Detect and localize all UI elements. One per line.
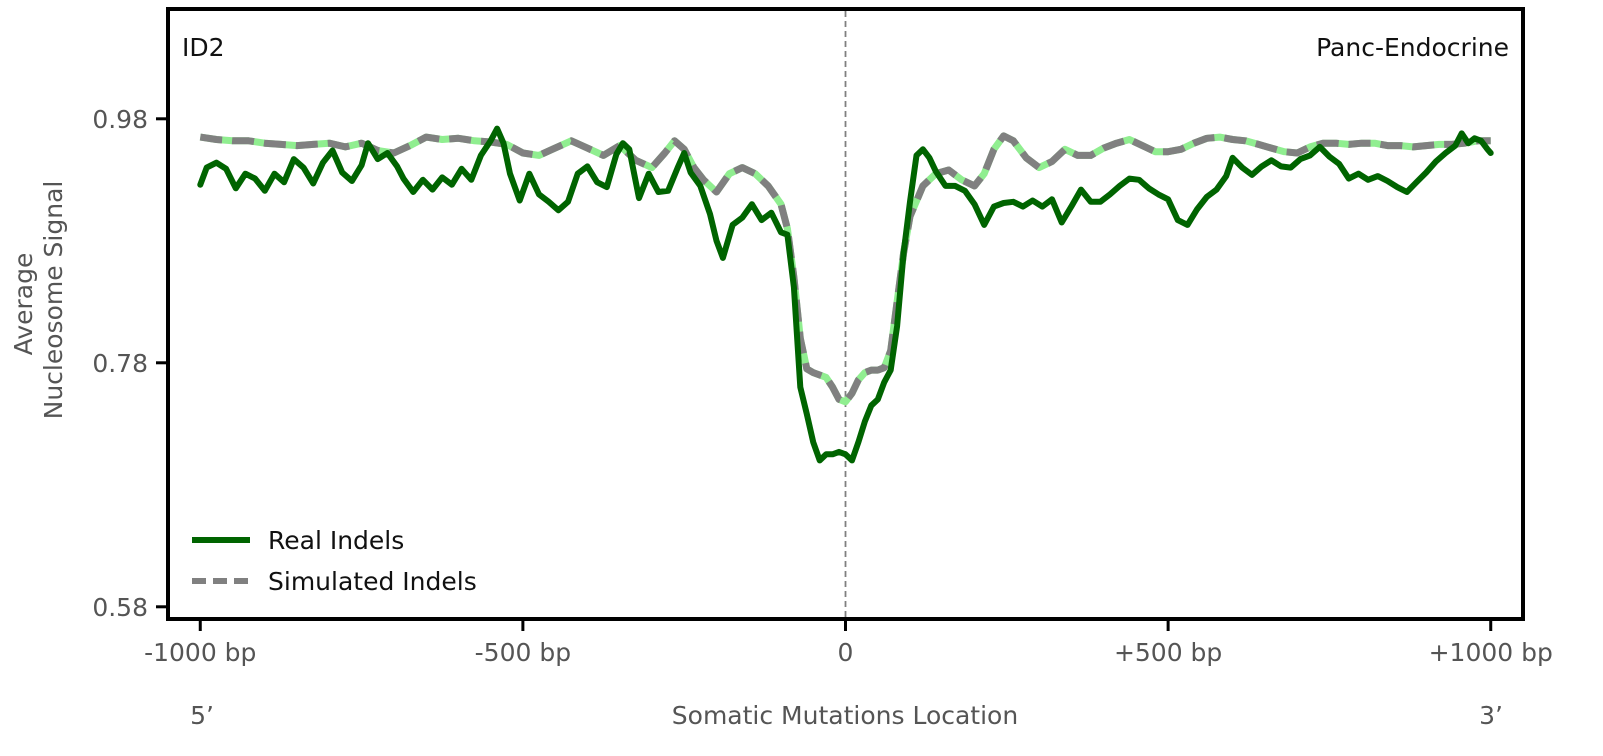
y-tick-label: 0.58 <box>92 593 148 622</box>
series-layer <box>197 125 1494 464</box>
x-tick-label: -500 bp <box>475 638 571 667</box>
real-indels-line <box>197 125 1494 464</box>
simulated-indels-line <box>199 132 1491 406</box>
y-axis-label: Average Nucleosome Signal <box>9 181 68 420</box>
y-axis-label-line-1: Average <box>9 253 38 356</box>
x-tick-label: +500 bp <box>1114 638 1222 667</box>
y-tick-label: 0.98 <box>92 105 148 134</box>
legend: Real Indels Simulated Indels <box>192 526 477 596</box>
x-axis-label: Somatic Mutations Location <box>672 701 1018 730</box>
legend-label-real-indels: Real Indels <box>268 526 404 555</box>
strand-3prime-label: 3’ <box>1479 701 1503 730</box>
tissue-label: Panc-Endocrine <box>1316 33 1509 62</box>
legend-label-simulated-indels: Simulated Indels <box>268 567 477 596</box>
x-tick-label: -1000 bp <box>144 638 256 667</box>
x-tick-label: 0 <box>838 638 854 667</box>
panel-label: ID2 <box>182 33 225 62</box>
x-tick-label: +1000 bp <box>1429 638 1553 667</box>
y-tick-label: 0.78 <box>92 349 148 378</box>
axis-ticks: 0.58 0.78 0.98 -1000 bp -500 bp 0 +500 bp +1000… <box>92 105 1553 667</box>
strand-5prime-label: 5’ <box>190 701 214 730</box>
y-axis-label-line-2: Nucleosome Signal <box>39 181 68 420</box>
